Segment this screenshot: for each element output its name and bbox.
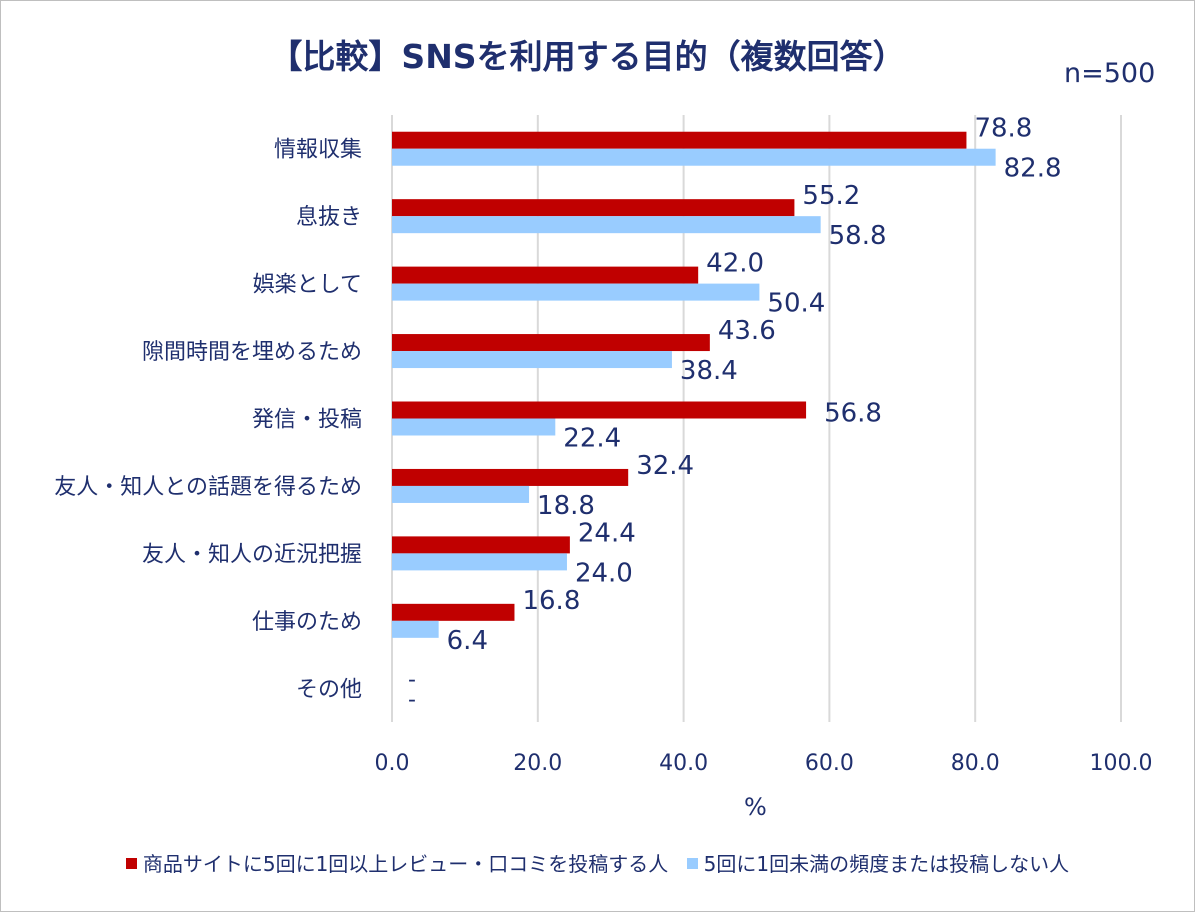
- value-label-series-2: 18.8: [537, 491, 595, 521]
- x-axis-label: %: [744, 793, 767, 821]
- bar-series-2: [392, 418, 556, 436]
- legend-swatch-series-1: [125, 858, 137, 869]
- x-tick-label: 60.0: [805, 751, 854, 776]
- category-labels: 情報収集息抜き娯楽として隙間時間を埋めるため発信・投稿友人・知人との話題を得るた…: [54, 138, 362, 703]
- bar-series-1: [392, 536, 570, 554]
- bar-series-2: [392, 148, 996, 166]
- x-tick-labels: 0.0 20.0 40.0 60.0 80.0 100.0: [375, 751, 1153, 776]
- bar-series-1: [392, 603, 515, 621]
- value-label-series-2: 6.4: [447, 626, 488, 656]
- legend-label-series-1: 商品サイトに5回に1回以上レビュー・口コミを投稿する人: [142, 852, 669, 876]
- value-label-series-2: 22.4: [563, 424, 621, 454]
- value-label-series-1: 32.4: [636, 451, 694, 481]
- value-label-series-1: 55.2: [802, 181, 860, 211]
- legend-label-series-2: 5回に1回未満の頻度または投稿しない人: [703, 852, 1070, 876]
- category-label: 娯楽として: [253, 273, 362, 298]
- bar-series-2: [392, 620, 439, 638]
- bar-series-2: [392, 351, 672, 369]
- value-label-series-1: -: [408, 667, 416, 692]
- category-label: 友人・知人の近況把握: [142, 542, 362, 567]
- legend-swatch-series-2: [686, 858, 698, 869]
- legend-item-series-2: 5回に1回未満の頻度または投稿しない人: [686, 848, 1070, 877]
- bar-series-1: [392, 334, 710, 352]
- category-label: 息抜き: [296, 205, 362, 230]
- category-label: 友人・知人との話題を得るため: [54, 475, 362, 500]
- x-tick-label: 0.0: [375, 751, 410, 776]
- value-label-series-2: 50.4: [767, 289, 825, 319]
- value-label-series-2: 58.8: [829, 221, 887, 251]
- category-label: 発信・投稿: [252, 408, 362, 433]
- bar-series-1: [392, 199, 795, 217]
- value-label-series-1: 43.6: [718, 316, 776, 346]
- bar-series-1: [392, 401, 807, 419]
- value-label-series-1: 42.0: [706, 249, 764, 279]
- value-label-series-1: 16.8: [522, 586, 580, 616]
- bar-series-2: [392, 485, 530, 503]
- category-label: 仕事のため: [252, 610, 362, 635]
- bar-series-1: [392, 131, 967, 149]
- value-labels: 78.8 82.8 55.2 58.8 42.050.443.6 38.4 56.8 22.4…: [408, 114, 1061, 713]
- value-label-series-1: 24.4: [578, 518, 636, 548]
- bar-series-2: [392, 283, 760, 301]
- value-label-series-2: -: [408, 687, 416, 712]
- value-label-series-2: 82.8: [1004, 154, 1062, 184]
- value-label-series-1: 78.8: [974, 114, 1032, 144]
- category-label: 情報収集: [274, 138, 362, 163]
- legend: 商品サイトに5回に1回以上レビュー・口コミを投稿する人 5回に1回未満の頻度また…: [0, 848, 1195, 877]
- bar-series-1: [392, 468, 629, 486]
- value-label-series-2: 38.4: [680, 356, 738, 386]
- category-label: その他: [296, 677, 362, 702]
- x-tick-label: 80.0: [951, 751, 1000, 776]
- bar-series-2: [392, 216, 821, 234]
- bar-series-1: [392, 266, 699, 284]
- legend-item-series-1: 商品サイトに5回に1回以上レビュー・口コミを投稿する人: [125, 848, 669, 877]
- bars: [392, 131, 996, 638]
- category-label: 隙間時間を埋めるため: [142, 340, 362, 365]
- value-label-series-1: 56.8: [824, 399, 882, 429]
- bar-series-2: [392, 553, 567, 571]
- value-label-series-2: 24.0: [575, 558, 633, 588]
- x-tick-label: 20.0: [513, 751, 562, 776]
- chart-title: 【比較】SNSを利用する目的（複数回答）: [269, 37, 906, 76]
- x-tick-label: 100.0: [1090, 751, 1153, 776]
- sample-size-label: n=500: [1064, 58, 1156, 89]
- x-tick-label: 40.0: [659, 751, 708, 776]
